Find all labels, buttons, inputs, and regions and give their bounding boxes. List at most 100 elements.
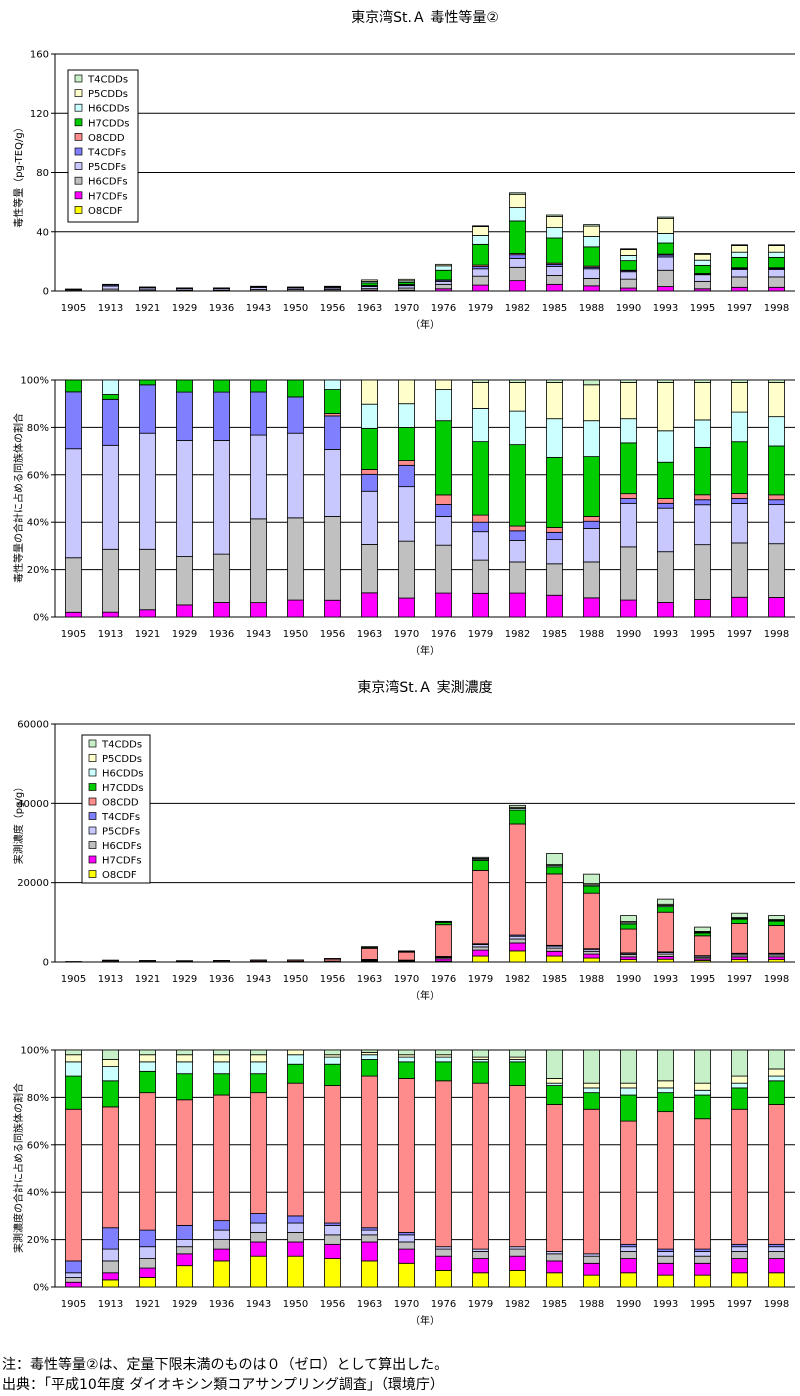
bar-segment (731, 503, 748, 544)
legend-label: T4CDFs (101, 812, 140, 823)
bar-segment (139, 384, 156, 434)
legend-label: H6CDDs (88, 104, 129, 115)
x-tick-label: 1993 (653, 974, 678, 985)
x-tick-label: 1921 (135, 1299, 160, 1310)
bar-segment (694, 926, 711, 932)
x-tick-label: 1976 (431, 303, 456, 314)
x-tick-label: 1988 (579, 974, 604, 985)
bar-segment (509, 1061, 526, 1086)
bar-segment (509, 809, 526, 825)
x-axis-label: （年） (410, 1314, 440, 1327)
bar-segment (768, 416, 785, 447)
x-tick-label: 1997 (727, 303, 752, 314)
bar-segment (435, 1270, 452, 1288)
bar-segment (768, 504, 785, 545)
bar-segment (361, 403, 378, 429)
x-tick-label: 1976 (431, 974, 456, 985)
bar-segment (361, 1054, 378, 1060)
bar-segment (65, 1277, 82, 1283)
bar-segment (731, 956, 748, 961)
legend-label: O8CDF (88, 206, 123, 217)
y-tick-label: 60% (27, 470, 49, 481)
bar-segment (583, 285, 600, 292)
bar-segment (139, 548, 156, 611)
x-tick-label: 1993 (653, 629, 678, 640)
bar-segment (657, 1111, 674, 1250)
bar-segment (731, 441, 748, 494)
bar-segment (472, 946, 489, 951)
x-tick-label: 1976 (431, 1299, 456, 1310)
legend-swatch (88, 797, 97, 806)
bar-segment (583, 224, 600, 227)
bar-segment (546, 216, 563, 229)
bar-segment (102, 1080, 119, 1108)
bar-segment (583, 873, 600, 885)
bar-segment (657, 382, 674, 432)
x-tick-label: 1913 (98, 1299, 123, 1310)
bar-segment (768, 1049, 785, 1070)
bar-segment (287, 432, 304, 519)
bar-segment (324, 599, 341, 618)
bar-segment (324, 379, 341, 390)
bar-segment (213, 379, 230, 393)
bar-segment (546, 950, 563, 957)
bar-segment (620, 379, 637, 383)
bar-segment (694, 1082, 711, 1091)
bar-segment (65, 1061, 82, 1077)
bar-segment (361, 947, 378, 960)
bar-segment (102, 1059, 119, 1067)
bar-segment (398, 1056, 415, 1063)
bar-segment (287, 1222, 304, 1233)
y-axis-label: 毒性等量の合計に占める同族体の割合 (12, 413, 25, 583)
bar-segment (361, 279, 378, 282)
bar-segment (472, 521, 489, 533)
bar-segment (583, 528, 600, 563)
bar-segment (361, 379, 378, 405)
bar-segment (768, 1246, 785, 1252)
bar-segment (731, 918, 748, 924)
bar-segment (102, 1272, 119, 1281)
bar-segment (546, 853, 563, 866)
legend-label: H7CDDs (102, 783, 143, 794)
bar-segment (139, 432, 156, 550)
bar-segment (694, 494, 711, 501)
bar-segment (213, 1094, 230, 1222)
bar-segment (509, 935, 526, 940)
bar-segment (435, 280, 452, 285)
y-tick-label: 80% (27, 1093, 49, 1104)
bar-segment (398, 278, 415, 282)
bar-segment (361, 1075, 378, 1229)
x-tick-label: 1905 (61, 303, 86, 314)
bar-segment (509, 823, 526, 936)
bar-segment (768, 925, 785, 954)
bar-segment (731, 1246, 748, 1252)
bar-segment (583, 1087, 600, 1094)
bar-segment (435, 1080, 452, 1248)
bar-segment (657, 218, 674, 234)
bar-segment (176, 391, 193, 441)
bar-segment (213, 1054, 230, 1063)
bar-segment (435, 1056, 452, 1063)
note-text: 注：毒性等量②は、定量下限未満のものは０（ゼロ）として算出した。 (2, 1357, 449, 1373)
bar-segment (472, 860, 489, 871)
bar-segment (546, 237, 563, 264)
x-tick-label: 1936 (209, 303, 234, 314)
y-tick-label: 60% (27, 1140, 49, 1151)
bar-segment (361, 544, 378, 594)
y-tick-label: 0 (43, 287, 49, 298)
bar-segment (287, 1082, 304, 1217)
y-tick-label: 40 (36, 227, 49, 238)
legend-swatch (88, 870, 97, 878)
bar-segment (546, 1078, 563, 1084)
x-tick-label: 1936 (209, 974, 234, 985)
bar-segment (583, 246, 600, 267)
bar-segment (620, 271, 637, 280)
x-tick-label: 1998 (764, 629, 789, 640)
bar-segment (731, 1258, 748, 1274)
x-tick-label: 1950 (283, 974, 308, 985)
bar-segment (620, 382, 637, 420)
bar-segment (694, 504, 711, 546)
bar-segment (657, 1087, 674, 1094)
x-tick-label: 1956 (320, 1299, 345, 1310)
bar-segment (324, 1258, 341, 1288)
